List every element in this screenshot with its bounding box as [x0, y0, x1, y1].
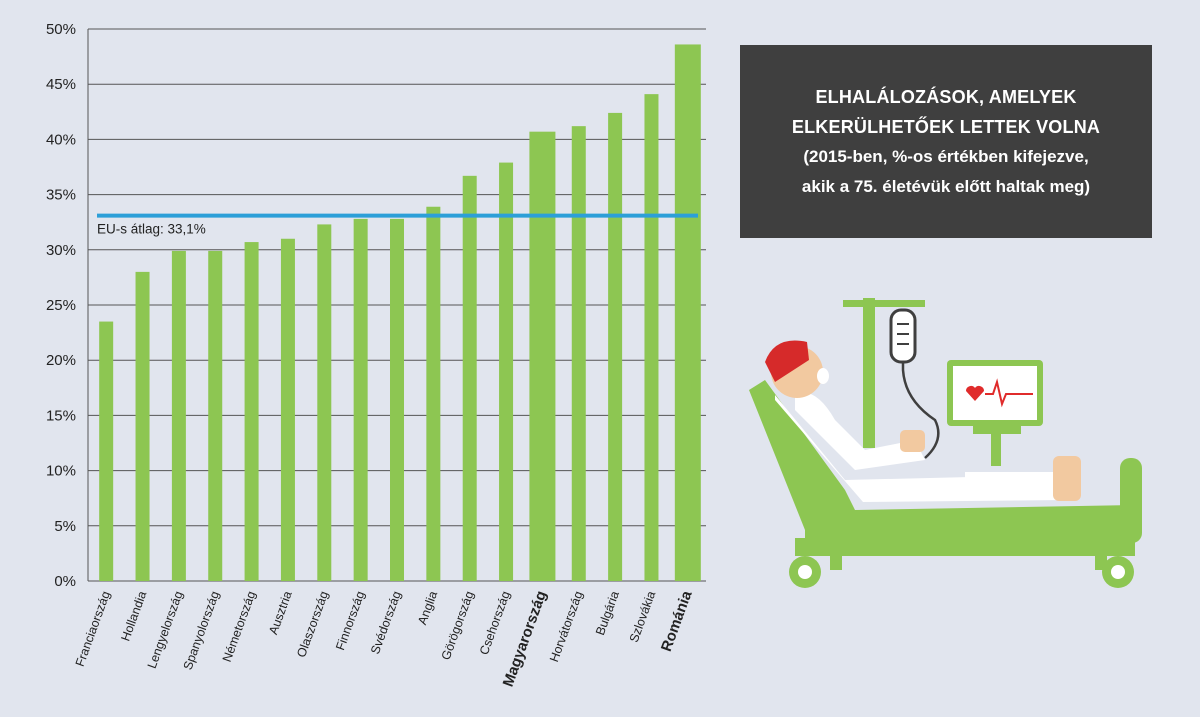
category-label: Hollandia [118, 589, 149, 643]
y-tick-label: 5% [54, 518, 76, 535]
title-box: ELHALÁLOZÁSOK, AMELYEK ELKERÜLHETŐEK LET… [740, 45, 1152, 238]
eu-average-label: EU-s átlag: 33,1% [97, 222, 206, 237]
bar [529, 131, 556, 581]
category-label: Horvátország [547, 589, 586, 664]
category-label: Franciaország [73, 589, 113, 668]
category-label: Lengyelország [145, 589, 186, 670]
title-line-2: ELKERÜLHETŐEK LETTEK VOLNA [791, 116, 1101, 137]
y-tick-label: 25% [46, 297, 76, 314]
y-tick-label: 0% [54, 573, 76, 590]
bar [280, 238, 295, 581]
category-label: Finnország [333, 589, 367, 652]
category-label: Bulgária [593, 589, 622, 637]
bar [674, 44, 701, 582]
bar [571, 126, 586, 581]
y-tick-label: 45% [46, 76, 76, 93]
y-tick-label: 35% [46, 187, 76, 204]
bar [244, 242, 259, 581]
y-tick-label: 20% [46, 352, 76, 369]
subtitle-line-2: akik a 75. életévük előtt haltak meg) [801, 176, 1091, 196]
y-tick-label: 10% [46, 463, 76, 480]
bar [135, 271, 150, 581]
bar [644, 94, 659, 582]
bar [390, 218, 404, 581]
hospital-bed-icon [749, 298, 1142, 588]
y-tick-label: 15% [46, 407, 76, 424]
category-label: Németország [220, 589, 259, 664]
y-tick-label: 40% [46, 131, 76, 148]
category-label: Csehország [477, 589, 513, 657]
category-label: Románia [658, 588, 696, 654]
category-label: Ausztria [266, 589, 295, 636]
bar [208, 250, 223, 582]
bar [499, 162, 514, 582]
y-tick-label: 50% [46, 21, 76, 38]
category-label: Svédország [368, 589, 404, 656]
bar [462, 175, 477, 581]
category-label: Görögország [439, 589, 477, 662]
category-label: Olaszország [294, 589, 331, 659]
bar [608, 112, 623, 582]
bar [171, 250, 186, 582]
bar [317, 224, 332, 581]
bar [99, 321, 114, 581]
category-label: Spanyolország [181, 589, 222, 672]
bar-chart: 0% 5% 10% 15% 20% 25% 30% 35% 40% 45% 50% Franciao… [46, 21, 706, 689]
title-line-1: ELHALÁLOZÁSOK, AMELYEK [815, 86, 1077, 107]
category-label: Anglia [415, 589, 440, 626]
subtitle-line-1: (2015-ben, %-os értékben kifejezve, [803, 146, 1089, 166]
category-label: Szlovákia [627, 589, 658, 644]
bar [426, 206, 441, 581]
bar [353, 218, 368, 581]
y-tick-label: 30% [46, 242, 76, 259]
